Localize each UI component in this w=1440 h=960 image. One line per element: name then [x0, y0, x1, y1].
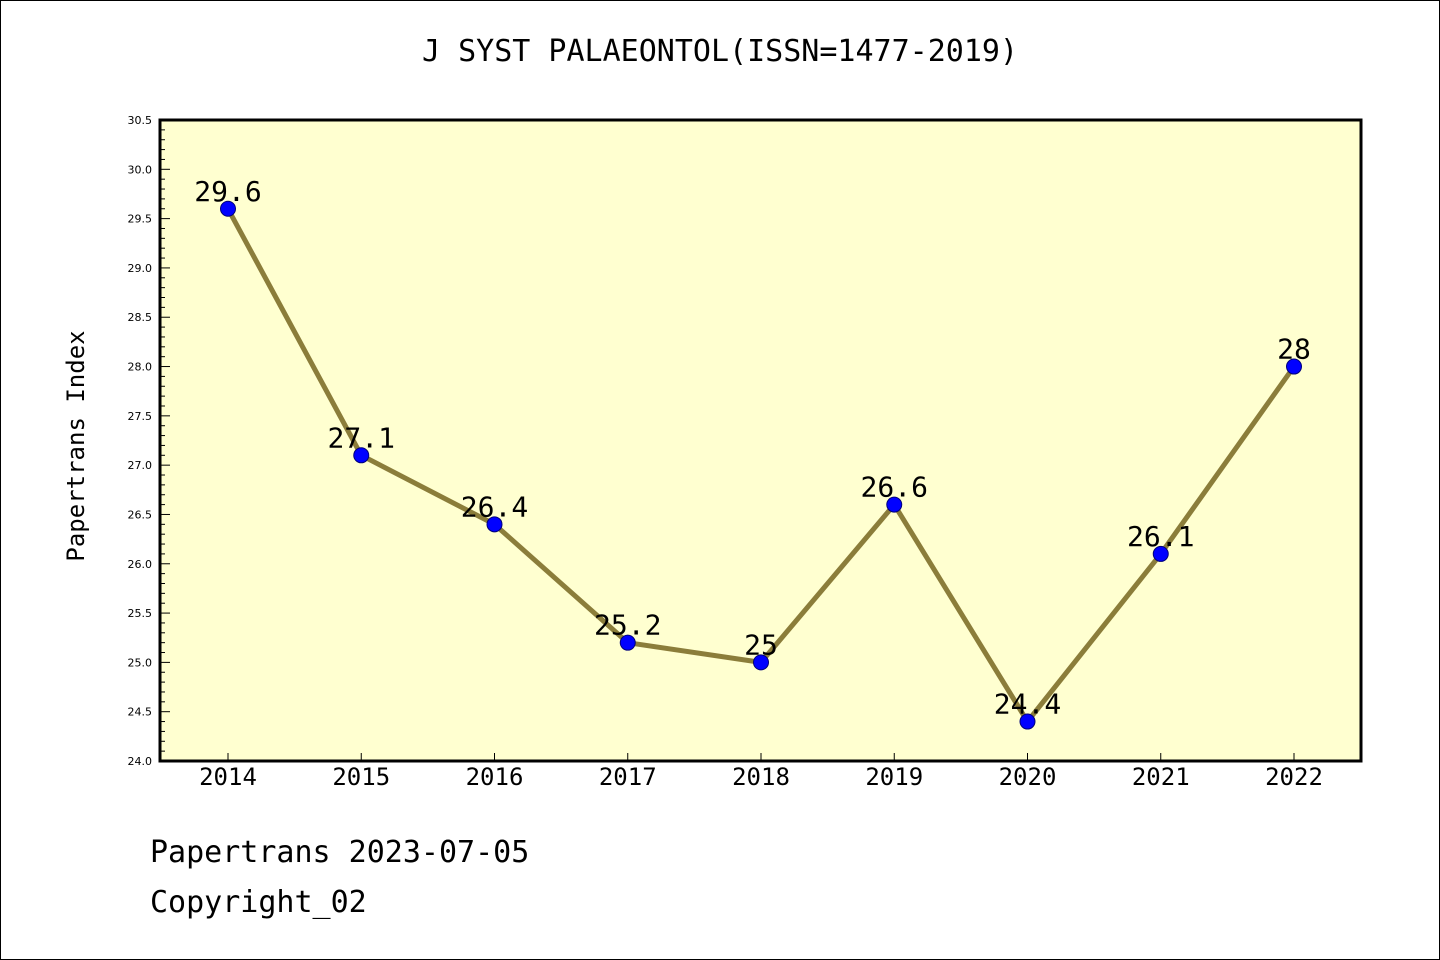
data-point: [1286, 358, 1302, 375]
y-tick-label: 30.5: [128, 114, 153, 127]
y-tick-label: 27.0: [128, 459, 153, 472]
y-tick-label: 25.5: [128, 607, 153, 620]
x-tick-label: 2020: [999, 763, 1057, 791]
data-point: [1019, 713, 1036, 730]
y-tick-label: 26.0: [128, 558, 153, 571]
data-label: 26.6: [861, 471, 928, 504]
y-tick-label: 29.5: [128, 213, 153, 226]
data-label: 28: [1277, 333, 1311, 366]
footer-copyright: Copyright_02: [150, 885, 367, 920]
footer-date: Papertrans 2023-07-05: [150, 835, 530, 870]
data-point: [220, 200, 236, 217]
y-tick-label: 29.0: [128, 262, 153, 275]
data-point: [886, 496, 903, 513]
data-label: 25.2: [594, 609, 661, 642]
data-label: 27.1: [328, 421, 395, 454]
x-tick-label: 2021: [1132, 763, 1190, 791]
plot-border: [158, 118, 1363, 763]
data-label: 24.4: [994, 688, 1061, 721]
x-tick-label: 2018: [732, 763, 790, 791]
plot-area: [160, 120, 1361, 761]
x-tick-label: 2015: [332, 763, 390, 791]
y-tick-label: 28.5: [128, 311, 153, 324]
data-point: [486, 516, 503, 533]
y-tick-label: 27.5: [128, 410, 153, 423]
x-tick-label: 2014: [199, 763, 257, 791]
data-point: [619, 634, 636, 651]
data-label: 25: [744, 628, 778, 661]
x-tick-label: 2022: [1265, 763, 1323, 791]
data-label: 26.1: [1127, 520, 1194, 553]
data-label: 29.6: [194, 175, 261, 208]
data-point: [753, 654, 769, 671]
data-point: [353, 447, 370, 464]
y-tick-label: 24.0: [128, 755, 153, 768]
y-tick-label: 25.0: [128, 656, 153, 669]
y-tick-label: 28.0: [128, 361, 153, 374]
data-label: 26.4: [461, 490, 528, 523]
x-tick-label: 2016: [466, 763, 524, 791]
chart-title: J SYST PALAEONTOL(ISSN=1477-2019): [421, 34, 1019, 69]
x-tick-label: 2019: [865, 763, 923, 791]
data-point: [1152, 545, 1169, 562]
y-tick-label: 30.0: [128, 163, 153, 176]
y-tick-label: 24.5: [128, 706, 153, 719]
y-tick-label: 26.5: [128, 508, 153, 521]
x-tick-label: 2017: [599, 763, 657, 791]
